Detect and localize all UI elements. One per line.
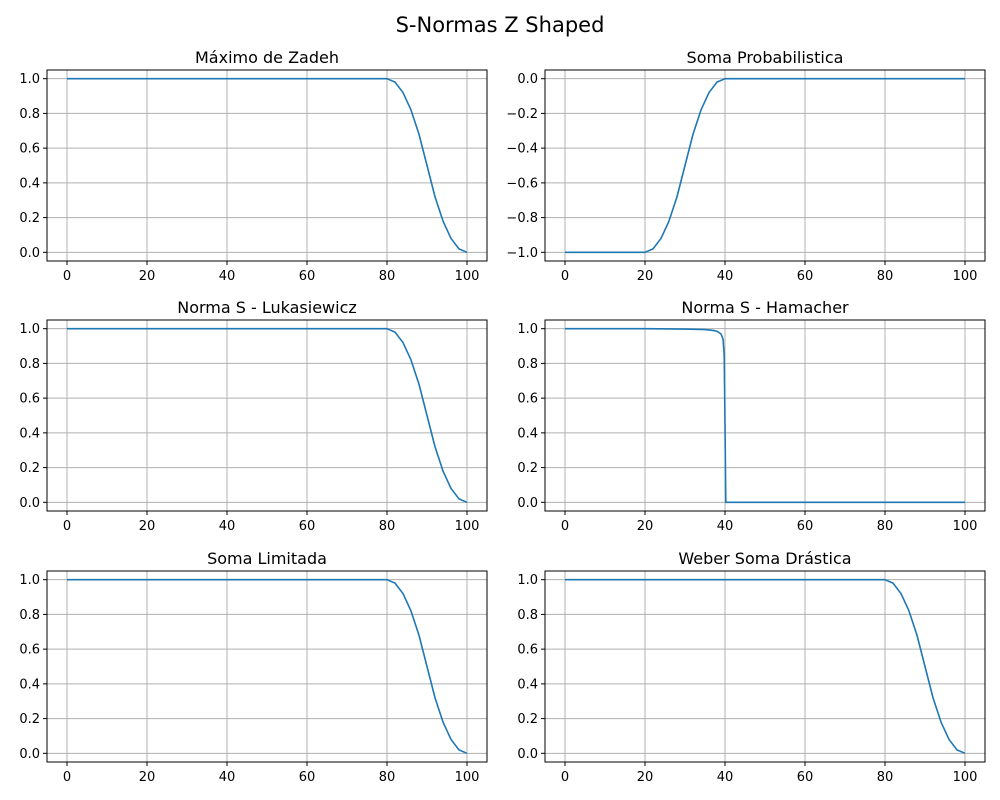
y-tick-label-5: 0.0: [517, 72, 538, 87]
series-line-1: [565, 578, 966, 755]
y-tick-label-2: 0.4: [517, 677, 538, 692]
y-tick-label-5: 1.0: [517, 322, 538, 337]
y-tick-label-0: 0.0: [19, 246, 40, 261]
subplot-title: Weber Soma Drástica: [678, 549, 851, 568]
subplot-title: Norma S - Lukasiewicz: [177, 298, 357, 317]
y-tick-label-4: 0.8: [517, 608, 538, 623]
y-tick-label-0: 0.0: [19, 496, 40, 511]
x-tick-label-3: 60: [299, 770, 316, 785]
x-tick-label-1: 20: [637, 770, 654, 785]
x-tick-label-3: 60: [299, 519, 316, 534]
y-tick-label-1: 0.2: [517, 712, 538, 727]
subplot-6: 0 20 40 60 80 100 0.0 0.2 0.4 0.6 0.8 1.0 Weber Soma…: [517, 549, 986, 785]
x-tick-label-1: 20: [637, 519, 654, 534]
subplot-title: Norma S - Hamacher: [681, 298, 849, 317]
y-tick-label-2: −0.6: [506, 176, 538, 191]
x-tick-label-5: 100: [455, 269, 480, 284]
x-tick-label-2: 40: [219, 519, 236, 534]
y-tick-label-4: 0.8: [19, 357, 40, 372]
x-tick-label-4: 80: [379, 519, 396, 534]
subplot-4: 0 20 40 60 80 100 0.0 0.2 0.4 0.6 0.8 1.0 Norma S - …: [517, 298, 986, 534]
y-tick-label-3: 0.6: [19, 643, 40, 658]
figure-suptitle: S-Normas Z Shaped: [396, 13, 605, 37]
y-tick-label-0: −1.0: [506, 246, 538, 261]
x-tick-label-3: 60: [797, 519, 814, 534]
x-tick-label-3: 60: [299, 269, 316, 284]
axes-frame: [46, 570, 488, 763]
y-tick-label-4: 0.8: [19, 608, 40, 623]
y-tick-label-4: 0.8: [517, 357, 538, 372]
series-line-1: [565, 327, 965, 504]
y-tick-label-4: −0.2: [506, 107, 538, 122]
axes-frame: [544, 319, 986, 512]
y-tick-label-0: 0.0: [517, 747, 538, 762]
y-tick-label-4: 0.8: [19, 107, 40, 122]
x-tick-label-4: 80: [379, 269, 396, 284]
x-tick-label-2: 40: [219, 269, 236, 284]
y-tick-label-3: 0.6: [517, 643, 538, 658]
x-tick-label-1: 20: [139, 269, 156, 284]
y-tick-label-3: −0.4: [506, 142, 538, 157]
x-tick-label-1: 20: [637, 269, 654, 284]
y-tick-label-3: 0.6: [517, 392, 538, 407]
series-line-1: [565, 77, 965, 254]
y-tick-label-5: 1.0: [19, 322, 40, 337]
y-tick-label-1: 0.2: [19, 712, 40, 727]
y-tick-label-5: 1.0: [19, 72, 40, 87]
x-tick-label-0: 0: [63, 519, 71, 534]
y-tick-label-1: 0.2: [517, 461, 538, 476]
axes-frame: [544, 570, 986, 763]
y-tick-label-5: 1.0: [517, 573, 538, 588]
x-tick-label-5: 100: [455, 770, 480, 785]
x-tick-label-4: 80: [379, 770, 396, 785]
x-tick-label-1: 20: [139, 770, 156, 785]
x-tick-label-4: 80: [877, 770, 894, 785]
x-tick-label-2: 40: [717, 519, 734, 534]
subplot-title: Soma Limitada: [207, 549, 327, 568]
x-tick-label-5: 100: [953, 269, 978, 284]
x-tick-label-5: 100: [953, 770, 978, 785]
y-tick-label-3: 0.6: [19, 142, 40, 157]
subplots: 0 20 40 60 80 100 0.0 0.2 0.4 0.6 0.8 1.0 Máximo de …: [19, 48, 986, 785]
x-tick-label-5: 100: [953, 519, 978, 534]
y-tick-label-0: 0.0: [517, 496, 538, 511]
x-tick-label-0: 0: [561, 269, 569, 284]
axes-frame: [544, 69, 986, 262]
x-tick-label-0: 0: [63, 770, 71, 785]
x-tick-label-2: 40: [717, 269, 734, 284]
x-tick-label-4: 80: [877, 269, 894, 284]
x-tick-label-2: 40: [717, 770, 734, 785]
y-tick-label-1: 0.2: [19, 461, 40, 476]
y-tick-label-5: 1.0: [19, 573, 40, 588]
y-tick-label-0: 0.0: [19, 747, 40, 762]
subplot-5: 0 20 40 60 80 100 0.0 0.2 0.4 0.6 0.8 1.0 Soma Limit…: [19, 549, 488, 785]
subplot-1: 0 20 40 60 80 100 0.0 0.2 0.4 0.6 0.8 1.0 Máximo de …: [19, 48, 488, 284]
series-line-1: [67, 327, 468, 504]
x-tick-label-0: 0: [561, 519, 569, 534]
subplot-title: Máximo de Zadeh: [195, 48, 339, 67]
y-tick-label-2: 0.4: [517, 426, 538, 441]
axes-frame: [46, 319, 488, 512]
x-tick-label-3: 60: [797, 269, 814, 284]
x-tick-label-3: 60: [797, 770, 814, 785]
x-tick-label-5: 100: [455, 519, 480, 534]
y-tick-label-3: 0.6: [19, 392, 40, 407]
subplot-2: 0 20 40 60 80 100 −1.0 −0.8 −0.6 −0.4 −0.2 0.0 Soma …: [506, 48, 986, 284]
x-tick-label-1: 20: [139, 519, 156, 534]
x-tick-label-0: 0: [63, 269, 71, 284]
y-tick-label-2: 0.4: [19, 176, 40, 191]
y-tick-label-1: −0.8: [506, 211, 538, 226]
y-tick-label-2: 0.4: [19, 426, 40, 441]
series-line-1: [67, 77, 468, 254]
axes-frame: [46, 69, 488, 262]
y-tick-label-2: 0.4: [19, 677, 40, 692]
subplot-title: Soma Probabilistica: [687, 48, 844, 67]
y-tick-label-1: 0.2: [19, 211, 40, 226]
x-tick-label-0: 0: [561, 770, 569, 785]
series-line-1: [67, 578, 468, 755]
x-tick-label-4: 80: [877, 519, 894, 534]
subplot-3: 0 20 40 60 80 100 0.0 0.2 0.4 0.6 0.8 1.0 Norma S - …: [19, 298, 488, 534]
x-tick-label-2: 40: [219, 770, 236, 785]
